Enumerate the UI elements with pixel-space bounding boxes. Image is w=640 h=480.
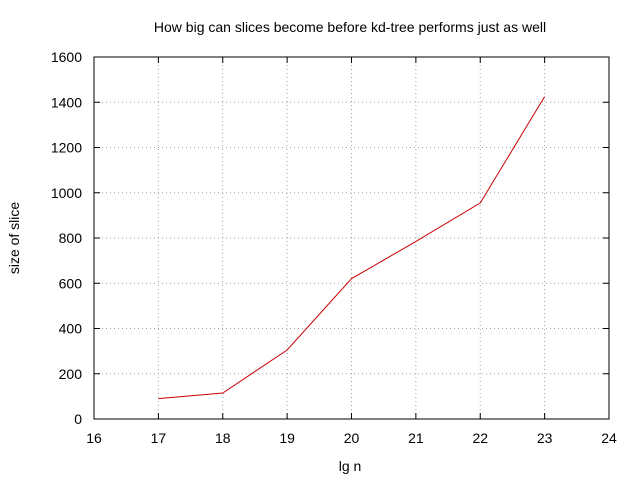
y-tick-label: 1200 (51, 140, 82, 156)
chart-title: How big can slices become before kd-tree… (154, 19, 546, 35)
x-tick-label: 24 (601, 430, 617, 446)
y-axis-label: size of slice (6, 202, 22, 275)
series (158, 96, 546, 400)
x-tick-label: 19 (279, 430, 295, 446)
x-tick-label: 20 (344, 430, 360, 446)
grid (94, 57, 609, 419)
x-tick-label: 16 (86, 430, 102, 446)
x-axis-label: lg n (339, 458, 362, 474)
y-tick-label: 800 (59, 230, 83, 246)
y-tick-label: 0 (74, 411, 82, 427)
y-tick-label: 1400 (51, 94, 82, 110)
y-tick-label: 200 (59, 366, 83, 382)
x-tick-label: 21 (408, 430, 424, 446)
x-tick-label: 22 (472, 430, 488, 446)
x-tick-label: 17 (151, 430, 167, 446)
y-tick-label: 400 (59, 321, 83, 337)
x-tick-label: 18 (215, 430, 231, 446)
axis-ticks: 16 17 18 19 20 21 22 23 24 0 200 400 600 800 1000 1200 1… (51, 49, 617, 446)
y-tick-label: 1000 (51, 185, 82, 201)
y-tick-label: 1600 (51, 49, 82, 65)
y-tick-label: 600 (59, 275, 83, 291)
series-line (158, 96, 546, 400)
x-tick-label: 23 (537, 430, 553, 446)
